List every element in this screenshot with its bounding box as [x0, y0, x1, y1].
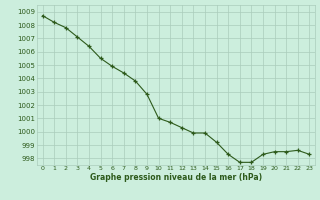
X-axis label: Graphe pression niveau de la mer (hPa): Graphe pression niveau de la mer (hPa) — [90, 173, 262, 182]
